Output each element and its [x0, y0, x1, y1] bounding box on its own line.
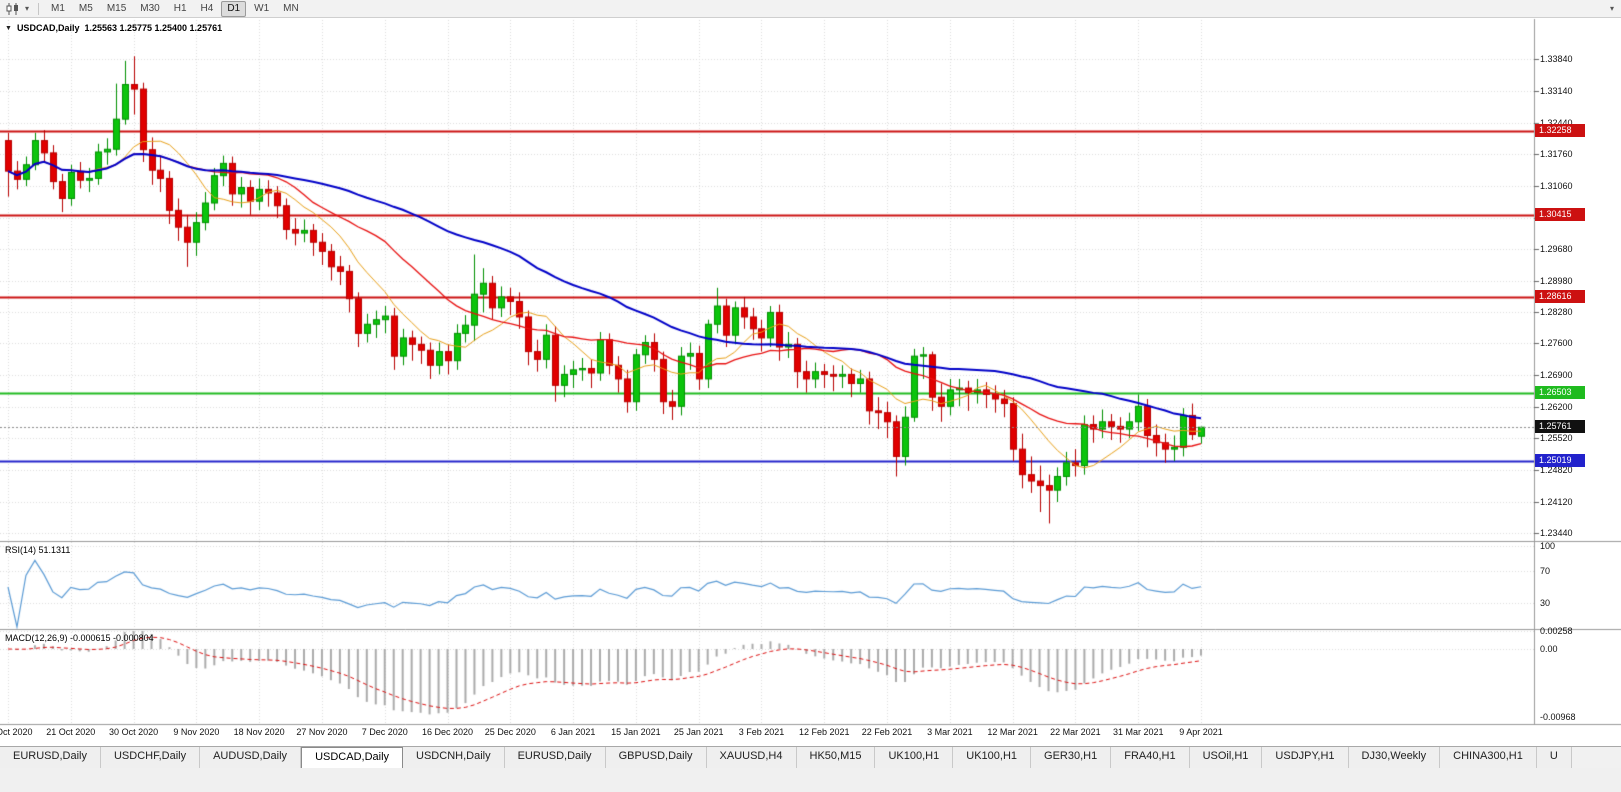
tab-audusd-daily[interactable]: AUDUSD,Daily [200, 747, 302, 768]
tab-eurusd-daily[interactable]: EURUSD,Daily [0, 747, 101, 768]
chart-tabbar: EURUSD,Daily USDCHF,Daily AUDUSD,Daily USDC… [0, 746, 1621, 768]
tab-uk100-h1[interactable]: UK100,H1 [875, 747, 954, 768]
timeframe-button-d1[interactable]: D1 [221, 0, 247, 17]
tab-usdcnh-daily[interactable]: USDCNH,Daily [403, 747, 505, 768]
timeframe-button-m1[interactable]: M1 [51, 2, 65, 14]
chart-type-dropdown-icon[interactable]: ▾ [25, 4, 30, 13]
tab-usdchf-daily[interactable]: USDCHF,Daily [100, 747, 201, 768]
chart-collapse-icon[interactable]: ▼ [5, 24, 12, 32]
tab-uk100-h1[interactable]: UK100,H1 [953, 747, 1032, 768]
tab-eurusd-daily[interactable]: EURUSD,Daily [504, 747, 606, 768]
tab-dj30-weekly[interactable]: DJ30,Weekly [1348, 747, 1441, 768]
timeframe-button-w1[interactable]: W1 [254, 2, 270, 14]
timeframe-button-m30[interactable]: M30 [140, 2, 160, 14]
tab-fra40-h1[interactable]: FRA40,H1 [1111, 747, 1190, 768]
timeframe-button-mn[interactable]: MN [283, 2, 299, 14]
candlestick-chart-icon[interactable] [6, 2, 20, 15]
tab-usoil-h1[interactable]: USOil,H1 [1189, 747, 1263, 768]
timeframe-button-m5[interactable]: M5 [78, 2, 93, 14]
tab-china300-h1[interactable]: CHINA300,H1 [1440, 747, 1537, 768]
tab-u[interactable]: U [1536, 747, 1572, 768]
timeframe-buttons: M1 M5 M15 M30 H1 H4 D1 W1 MN [45, 0, 305, 17]
toolbar-separator [38, 2, 40, 15]
timeframe-button-h4[interactable]: H4 [200, 2, 214, 14]
tab-gbpusd-daily[interactable]: GBPUSD,Daily [605, 747, 707, 768]
timeframe-button-m15[interactable]: M15 [106, 2, 127, 14]
top-toolbar: ▾ M1 M5 M15 M30 H1 H4 D1 W1 MN ▾ [0, 0, 1621, 18]
tab-ger30-h1[interactable]: GER30,H1 [1031, 747, 1112, 768]
tab-hk50-m15[interactable]: HK50,M15 [796, 747, 876, 768]
tab-usdcad-daily[interactable]: USDCAD,Daily [301, 747, 404, 768]
toolbar-overflow-icon[interactable]: ▾ [1609, 4, 1614, 13]
timeframe-button-h1[interactable]: H1 [173, 2, 187, 14]
tab-usdjpy-h1[interactable]: USDJPY,H1 [1262, 747, 1349, 768]
tab-xauusd-h4[interactable]: XAUUSD,H4 [706, 747, 797, 768]
bottom-filler [0, 767, 1621, 792]
